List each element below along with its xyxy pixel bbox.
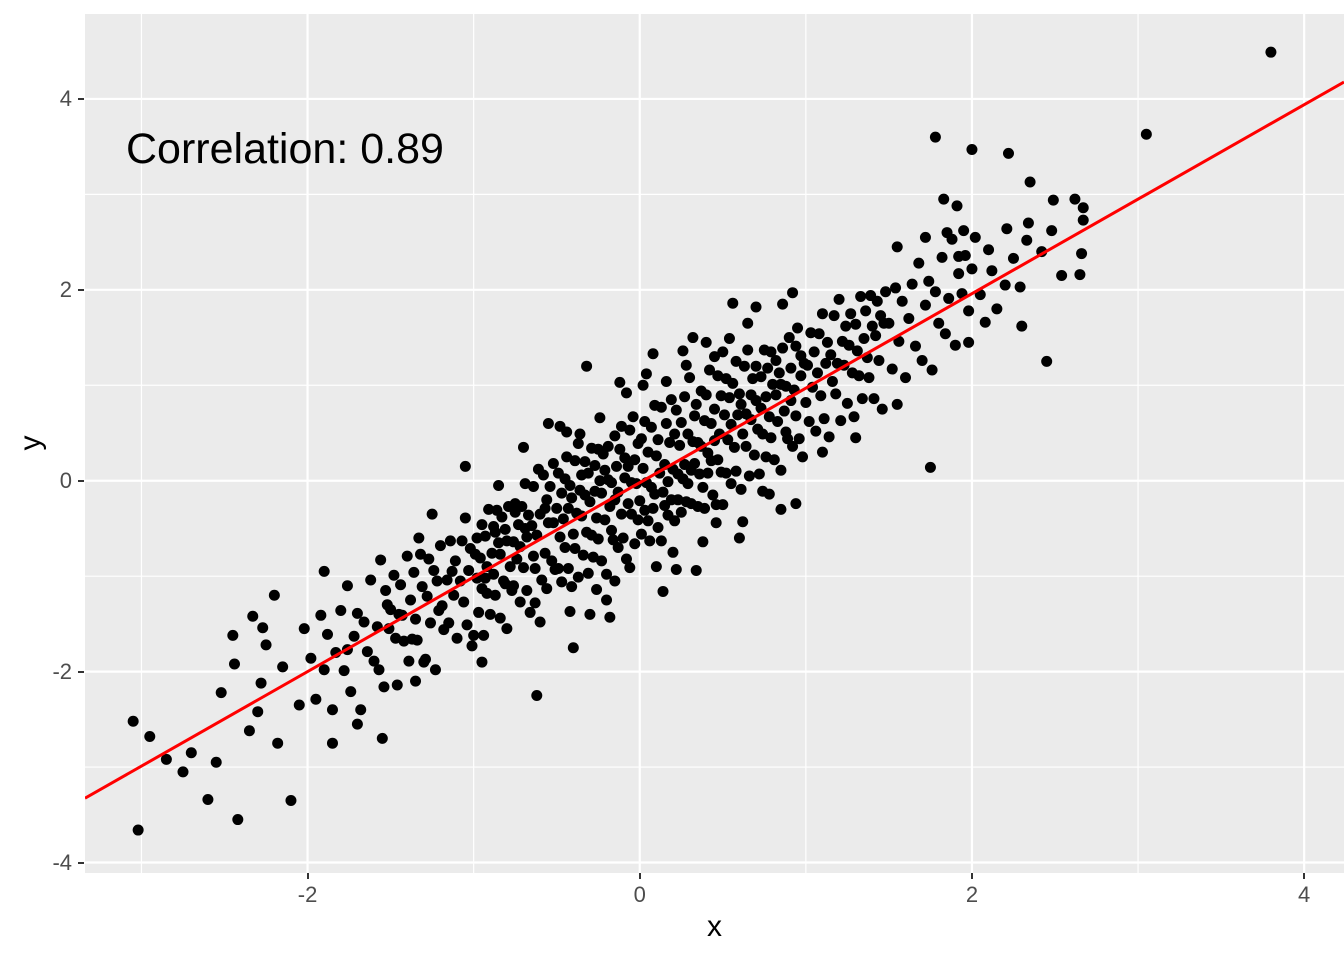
regression-line	[85, 80, 1344, 800]
scatter-points	[127, 46, 1277, 836]
y-tick-mark	[78, 670, 84, 673]
x-tick-label: 4	[1298, 882, 1311, 907]
gridlines-minor	[85, 14, 1344, 873]
y-tick-label: -4	[52, 849, 72, 875]
x-axis-title: x	[707, 910, 722, 943]
x-tick-mark	[638, 873, 641, 879]
plot-panel: Correlation: 0.89	[85, 14, 1344, 873]
x-tick-mark	[970, 873, 973, 879]
x-tick-mark	[1303, 873, 1306, 879]
y-tick-mark	[78, 861, 84, 864]
y-tick-label: 0	[59, 467, 72, 493]
gridlines-major	[85, 14, 1344, 873]
y-tick-label: 2	[59, 276, 72, 302]
correlation-annotation: Correlation: 0.89	[126, 125, 444, 173]
x-tick-label: -2	[297, 882, 318, 907]
y-tick-label: 4	[59, 85, 72, 111]
plot-svg	[85, 14, 1344, 873]
x-tick-label: 0	[633, 882, 646, 907]
x-tick-label: 2	[965, 882, 979, 907]
x-tick-mark	[306, 873, 309, 879]
y-axis-title-text: y	[14, 435, 47, 451]
y-tick-mark	[78, 97, 84, 100]
y-tick-mark	[78, 288, 84, 291]
y-tick-label: -2	[52, 658, 72, 684]
y-tick-mark	[78, 479, 84, 482]
